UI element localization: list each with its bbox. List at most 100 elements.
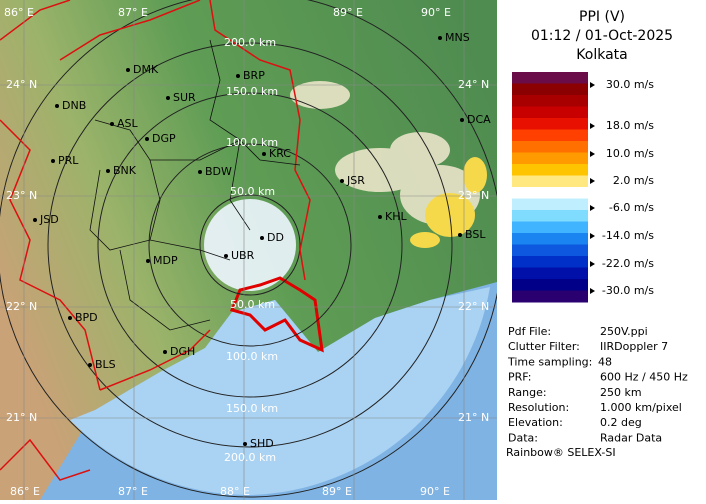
colorbar-tick <box>590 178 595 184</box>
lat-label: 24° N <box>6 78 37 91</box>
colorbar-band <box>512 83 588 96</box>
city-label: BPD <box>75 311 98 324</box>
colorbar-band <box>512 221 588 234</box>
ring-label: 200.0 km <box>224 451 276 464</box>
city-label: SUR <box>173 91 196 104</box>
city-marker <box>236 74 240 78</box>
station: Kolkata <box>576 47 627 63</box>
clutter <box>204 199 296 291</box>
city-marker <box>68 316 72 320</box>
lon-label: 90° E <box>420 485 450 498</box>
colorbar-band <box>512 244 588 257</box>
city-label: BNK <box>113 164 137 177</box>
city-label: PRL <box>58 154 79 167</box>
colorbar-band <box>512 210 588 222</box>
city-marker <box>110 122 114 126</box>
info-value: IIRDoppler 7 <box>600 340 668 353</box>
city-marker <box>163 350 167 354</box>
lat-label: 23° N <box>458 189 489 202</box>
colorbar-tick <box>590 205 595 211</box>
colorbar-band <box>512 233 588 245</box>
colorbar-band <box>512 279 588 291</box>
colorbar-band <box>512 95 588 107</box>
colorbar-tick <box>590 261 595 267</box>
city-label: DNB <box>62 99 86 112</box>
colorbar-label: 18.0 m/s <box>606 119 654 132</box>
info-key: Time sampling: <box>507 355 592 368</box>
ring-label: 100.0 km <box>226 350 278 363</box>
colorbar-band <box>512 198 588 211</box>
city-marker <box>146 259 150 263</box>
city-label: MNS <box>445 31 470 44</box>
info-key: Clutter Filter: <box>508 340 580 353</box>
city-marker <box>33 218 37 222</box>
colorbar-band <box>512 164 588 176</box>
city-label: BSL <box>465 228 486 241</box>
city-marker <box>145 137 149 141</box>
colorbar-label: -22.0 m/s <box>602 257 654 270</box>
info-key: Pdf File: <box>508 325 551 338</box>
colorbar-band <box>512 187 588 199</box>
lon-label: 86° E <box>10 485 40 498</box>
lon-label: 89° E <box>333 6 363 19</box>
lon-label: 86° E <box>4 6 34 19</box>
city-label: DMK <box>133 63 159 76</box>
city-label: KRC <box>269 147 291 160</box>
info-key: Range: <box>508 386 547 399</box>
city-marker <box>340 179 344 183</box>
colorbar-band <box>512 256 588 268</box>
info-key: Resolution: <box>508 401 569 414</box>
footer: Rainbow® SELEX-SI <box>506 446 616 459</box>
ring-label: 100.0 km <box>226 136 278 149</box>
city-marker <box>51 159 55 163</box>
colorbar-band <box>512 290 588 303</box>
city-label: DCA <box>467 113 491 126</box>
ring-label: 200.0 km <box>224 36 276 49</box>
info-key: PRF: <box>508 371 531 384</box>
colorbar-tick <box>590 123 595 129</box>
colorbar-label: 2.0 m/s <box>613 174 654 187</box>
lon-label: 89° E <box>322 485 352 498</box>
ring-label: 150.0 km <box>226 402 278 415</box>
city-label: DGH <box>170 345 195 358</box>
city-label: SHD <box>250 437 274 450</box>
city-marker <box>438 36 442 40</box>
city-label: JSR <box>346 174 365 187</box>
city-marker <box>243 442 247 446</box>
lat-label: 24° N <box>458 78 489 91</box>
colorbar-band <box>512 118 588 130</box>
colorbar-label: -6.0 m/s <box>609 201 654 214</box>
city-marker <box>55 104 59 108</box>
city-label: ASL <box>117 117 139 130</box>
districts <box>89 39 301 331</box>
colorbar-band <box>512 106 588 119</box>
lon-label: 87° E <box>118 6 148 19</box>
city-label: KHL <box>385 210 407 223</box>
colorbar-label: -30.0 m/s <box>602 284 654 297</box>
ring-label: 150.0 km <box>226 85 278 98</box>
city-marker <box>260 236 264 240</box>
lat-label: 22° N <box>6 300 37 313</box>
colorbar-band <box>512 141 588 153</box>
city-label: DD <box>267 231 284 244</box>
city-label: MDP <box>153 254 178 267</box>
city-marker <box>106 169 110 173</box>
info-value: 250V.ppi <box>600 325 648 338</box>
colorbar-band <box>512 129 588 142</box>
info-value: 1.000 km/pixel <box>600 401 682 414</box>
colorbar-label: 30.0 m/s <box>606 78 654 91</box>
colorbar-tick <box>590 233 595 239</box>
info-value: Radar Data <box>600 431 662 444</box>
city-label: UBR <box>231 249 255 262</box>
colorbar-band <box>512 175 588 188</box>
info-value: 48 <box>598 355 612 368</box>
lat-label: 21° N <box>458 411 489 424</box>
city-marker <box>262 152 266 156</box>
colorbar-band <box>512 267 588 280</box>
colorbar-label: 10.0 m/s <box>606 147 654 160</box>
graticule <box>0 0 497 500</box>
city-marker <box>458 233 462 237</box>
info-value: 250 km <box>600 386 642 399</box>
city-label: BRP <box>243 69 265 82</box>
